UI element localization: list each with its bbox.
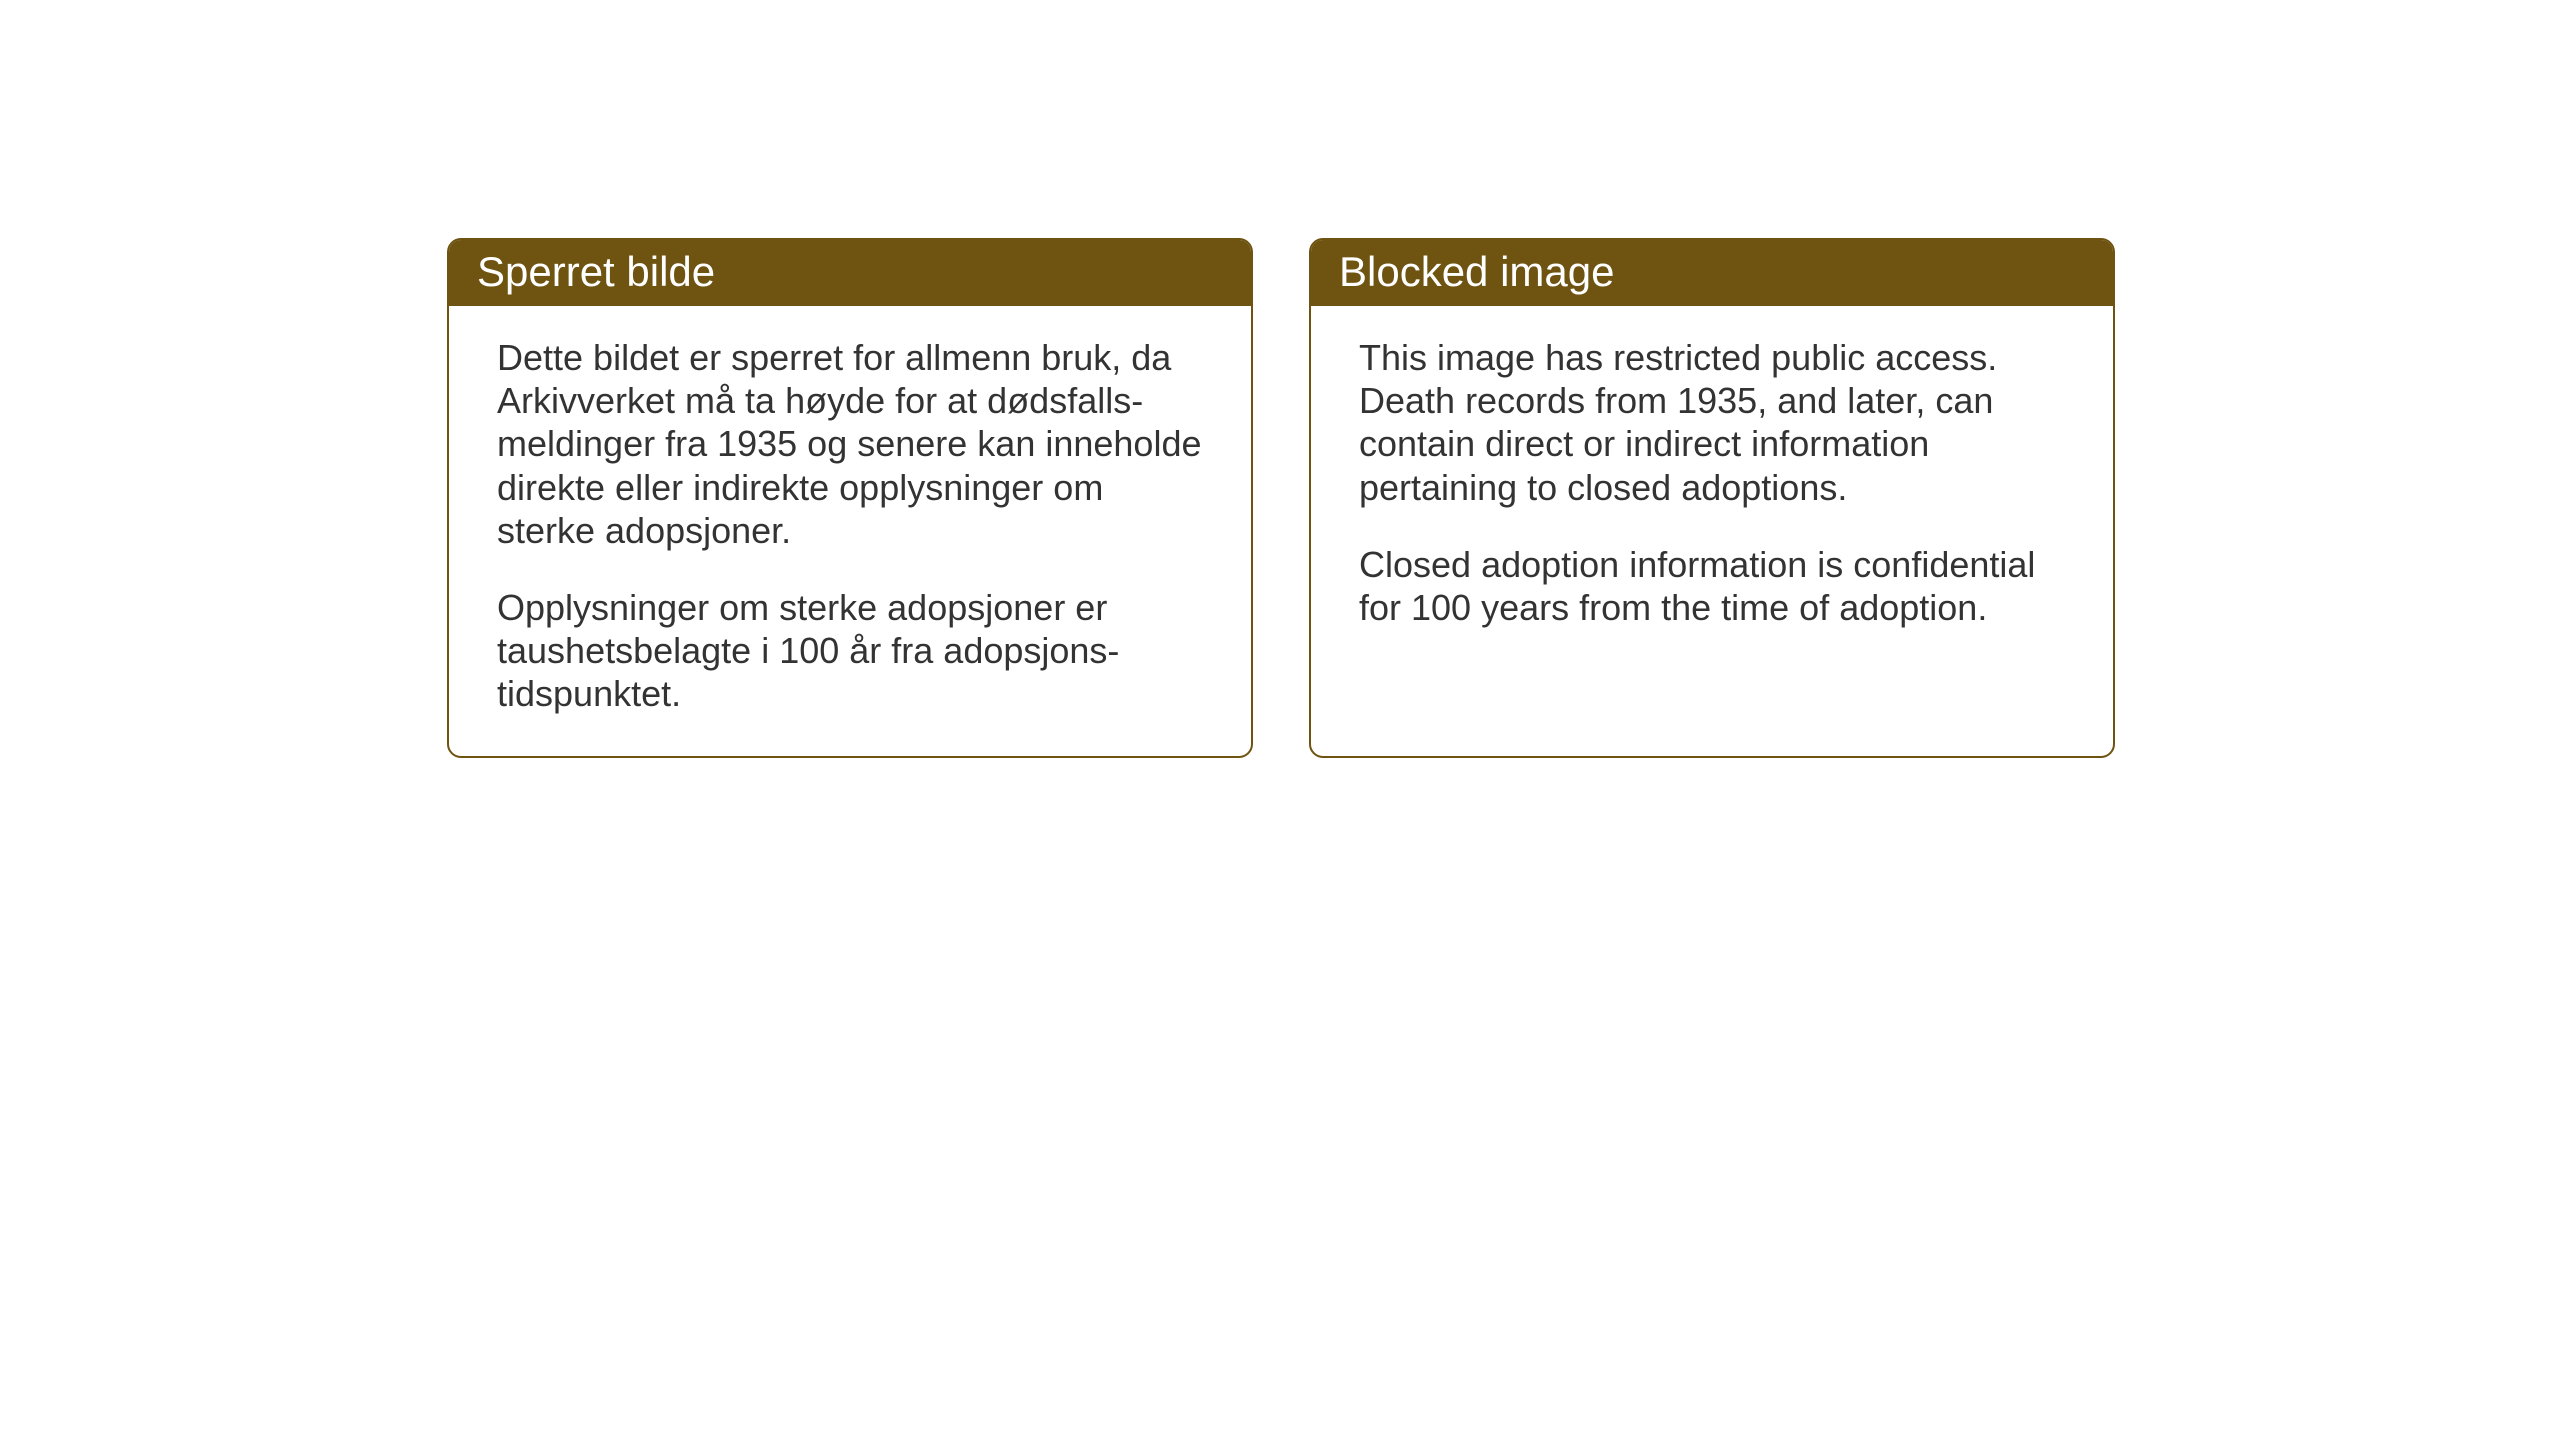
notice-box-norwegian: Sperret bilde Dette bildet er sperret fo… [447, 238, 1253, 758]
notice-body-norwegian: Dette bildet er sperret for allmenn bruk… [449, 306, 1251, 756]
notice-paragraph: Dette bildet er sperret for allmenn bruk… [497, 336, 1203, 552]
notice-paragraph: Closed adoption information is confident… [1359, 543, 2065, 629]
notice-paragraph: Opplysninger om sterke adopsjoner er tau… [497, 586, 1203, 716]
notice-body-english: This image has restricted public access.… [1311, 306, 2113, 669]
notice-box-english: Blocked image This image has restricted … [1309, 238, 2115, 758]
notice-paragraph: This image has restricted public access.… [1359, 336, 2065, 509]
notice-container: Sperret bilde Dette bildet er sperret fo… [447, 238, 2115, 758]
notice-header-norwegian: Sperret bilde [449, 240, 1251, 306]
notice-header-english: Blocked image [1311, 240, 2113, 306]
